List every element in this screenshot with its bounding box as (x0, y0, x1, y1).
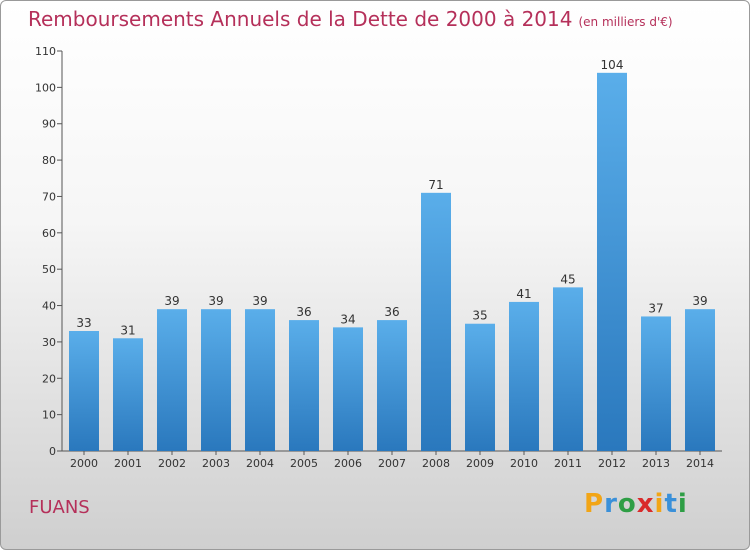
y-tick-label: 30 (42, 336, 56, 349)
x-tick-label: 2009 (466, 457, 494, 470)
bar (597, 72, 627, 452)
bar (69, 331, 99, 451)
chart-title-text: Remboursements Annuels de la Dette de 20… (28, 7, 573, 31)
bar (113, 338, 143, 451)
bar-value-label: 39 (692, 294, 707, 308)
x-tick-label: 2001 (114, 457, 142, 470)
y-tick-label: 100 (35, 81, 56, 94)
x-tick-label: 2014 (686, 457, 714, 470)
logo-letter: i (654, 489, 665, 519)
bar-value-label: 71 (428, 178, 443, 192)
x-tick-label: 2006 (334, 457, 362, 470)
location-name: FUANS (29, 497, 90, 518)
bar-value-label: 39 (164, 294, 179, 308)
bar-value-label: 45 (560, 272, 575, 286)
y-tick-label: 110 (35, 45, 56, 58)
x-tick-label: 2011 (554, 457, 582, 470)
y-tick-label: 80 (42, 154, 56, 167)
bar (377, 320, 407, 451)
y-tick-label: 40 (42, 300, 56, 313)
bar-value-label: 104 (601, 58, 624, 72)
bar (245, 309, 275, 451)
bar (157, 309, 187, 451)
y-tick-label: 20 (42, 372, 56, 385)
y-tick-label: 70 (42, 190, 56, 203)
bar-value-label: 35 (472, 309, 487, 323)
x-tick-label: 2002 (158, 457, 186, 470)
bar-value-label: 34 (340, 312, 355, 326)
y-tick-label: 90 (42, 118, 56, 131)
y-tick-label: 60 (42, 227, 56, 240)
y-tick-label: 10 (42, 409, 56, 422)
x-tick-label: 2008 (422, 457, 450, 470)
bar-value-label: 37 (648, 301, 663, 315)
bar (421, 192, 451, 451)
bar (289, 320, 319, 451)
x-tick-label: 2003 (202, 457, 230, 470)
logo-letter: i (677, 489, 688, 519)
x-tick-label: 2000 (70, 457, 98, 470)
bar-value-label: 31 (120, 323, 135, 337)
bar (201, 309, 231, 451)
bar (509, 301, 539, 451)
bar-value-label: 41 (516, 287, 531, 301)
bar (465, 323, 495, 451)
x-tick-label: 2012 (598, 457, 626, 470)
logo-letter: r (604, 489, 618, 519)
chart-title: Remboursements Annuels de la Dette de 20… (28, 7, 673, 31)
bar (641, 316, 671, 451)
x-tick-label: 2013 (642, 457, 670, 470)
proxiti-logo: Proxiti (584, 489, 688, 519)
logo-letter: t (664, 489, 678, 519)
bar-value-label: 39 (252, 294, 267, 308)
y-tick-label: 0 (49, 445, 56, 458)
bar-value-label: 36 (384, 305, 399, 319)
bar (685, 309, 715, 451)
logo-letter: o (617, 489, 637, 519)
chart-subtitle: (en milliers d'€) (578, 15, 673, 29)
x-tick-label: 2007 (378, 457, 406, 470)
bar-value-label: 39 (208, 294, 223, 308)
x-tick-label: 2005 (290, 457, 318, 470)
bar-value-label: 33 (76, 316, 91, 330)
x-tick-label: 2010 (510, 457, 538, 470)
logo-letter: P (584, 489, 605, 519)
y-tick-label: 50 (42, 263, 56, 276)
x-tick-label: 2004 (246, 457, 274, 470)
bar-value-label: 36 (296, 305, 311, 319)
logo-letter: x (636, 489, 655, 519)
bar (333, 327, 363, 451)
bar (553, 287, 583, 451)
